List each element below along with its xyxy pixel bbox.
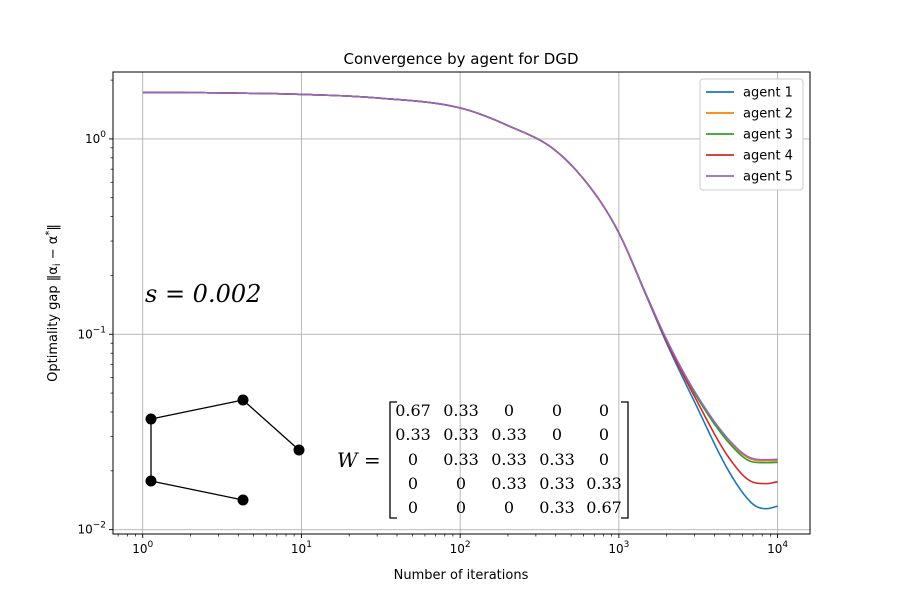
x-tick-label: 104 (767, 540, 788, 556)
matrix-cell: 0 (504, 498, 514, 517)
y-axis-ticks: 10−2 10−1 100 (77, 79, 113, 537)
matrix-cell: 0 (504, 401, 514, 420)
matrix-cell: 0.33 (539, 474, 575, 493)
legend-label: agent 3 (743, 128, 793, 143)
graph-edge (242, 399, 300, 451)
legend-label: agent 2 (743, 107, 793, 122)
graph-inset (145, 394, 305, 506)
matrix-cell: 0 (408, 498, 418, 517)
matrix-cell: 0 (552, 401, 562, 420)
legend-label: agent 1 (743, 86, 793, 101)
series-lines (142, 91, 778, 510)
chart-title: Convergence by agent for DGD (343, 50, 578, 68)
matrix-cell: 0 (408, 474, 418, 493)
matrix-cell: 0.33 (443, 401, 479, 420)
x-tick-label: 103 (608, 540, 629, 556)
graph-edge (150, 399, 244, 420)
legend-label: agent 5 (743, 170, 793, 185)
matrix-cell: 0.33 (586, 474, 622, 493)
matrix-cell: 0.33 (491, 474, 527, 493)
matrix-right-bracket (621, 401, 629, 519)
matrix-cell: 0.33 (539, 498, 575, 517)
step-size-annotation: s = 0.002 (145, 280, 261, 308)
legend-box (699, 78, 804, 191)
matrix-cell: 0.33 (443, 425, 479, 444)
legend-label: agent 4 (743, 149, 793, 164)
matrix-cell: 0.33 (395, 425, 431, 444)
graph-node (293, 444, 305, 456)
matrix-cell: 0.33 (443, 450, 479, 469)
matrix-cell: 0 (599, 450, 609, 469)
y-axis-label: Optimality gap ‖αi − α*‖ (44, 224, 63, 382)
x-axis-label: Number of iterations (394, 568, 529, 583)
matrix-cell: 0.33 (539, 450, 575, 469)
matrix-cell: 0 (599, 425, 609, 444)
y-tick-label: 100 (85, 130, 106, 146)
x-tick-label: 101 (291, 540, 312, 556)
x-tick-label: 100 (132, 540, 153, 556)
weight-matrix: W = 0.67 0.33 0 0 00.33 0.33 0.33 0 00 0.33 0.33 0.… (337, 401, 629, 519)
matrix-cells: 0.67 0.33 0 0 0 0.33 0.33 0.33 0 0 0 0.33 0.33 0.33 0 0… (395, 401, 622, 517)
matrix-cell: 0 (552, 425, 562, 444)
graph-node (145, 475, 157, 487)
matrix-cell: 0.33 (491, 450, 527, 469)
graph-edge (150, 480, 244, 501)
matrix-lhs: W = (337, 448, 381, 472)
y-tick-label: 10−2 (77, 521, 106, 537)
matrix-cell: 0.33 (491, 425, 527, 444)
graph-node (145, 413, 157, 425)
legend: agent 1 agent 2 agent 3 agent 4 agent 5 (699, 78, 804, 191)
grid-lines (113, 72, 810, 534)
y-tick-label: 10−1 (77, 325, 106, 341)
series-line-agent-5 (142, 91, 778, 461)
matrix-left-bracket (389, 401, 397, 519)
graph-node (237, 394, 249, 406)
matrix-cell: 0 (456, 498, 466, 517)
graph-node (237, 494, 249, 506)
plot-frame (112, 71, 811, 535)
matrix-cell: 0 (599, 401, 609, 420)
matrix-cell: 0.67 (395, 401, 431, 420)
x-tick-label: 102 (450, 540, 471, 556)
matrix-cell: 0.67 (586, 498, 622, 517)
x-axis-ticks: 100 101 102 103 104 (117, 534, 788, 556)
matrix-cell: 0 (456, 474, 466, 493)
matrix-cell: 0 (408, 450, 418, 469)
